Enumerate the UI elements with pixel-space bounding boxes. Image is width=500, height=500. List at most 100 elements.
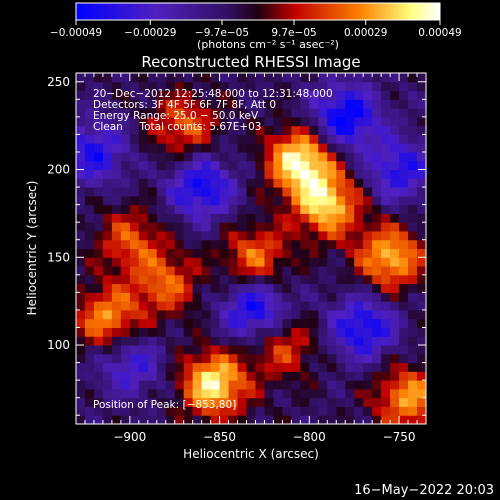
heatmap-cell xyxy=(327,178,337,188)
heatmap-cell xyxy=(111,327,122,337)
heatmap-cell xyxy=(219,239,230,249)
heatmap-cell xyxy=(309,345,319,355)
heatmap-cell xyxy=(120,230,131,241)
heatmap-cell xyxy=(111,380,122,390)
heatmap-cell xyxy=(300,301,310,311)
heatmap-cell xyxy=(237,125,248,135)
heatmap-cell xyxy=(291,380,301,390)
heatmap-cell xyxy=(336,187,346,197)
heatmap-cell xyxy=(192,230,203,241)
heatmap-cell xyxy=(336,239,346,249)
heatmap-cell xyxy=(246,187,256,197)
heatmap-cell xyxy=(255,204,265,214)
heatmap-cell xyxy=(408,406,418,416)
heatmap-cell xyxy=(291,81,301,92)
heatmap-cell xyxy=(201,371,212,381)
heatmap-cell xyxy=(408,160,418,171)
heatmap-cell xyxy=(246,257,256,267)
heatmap-cell xyxy=(300,257,310,267)
heatmap-cell xyxy=(228,274,239,285)
heatmap-cell xyxy=(372,292,382,302)
heatmap-cell xyxy=(327,222,337,232)
heatmap-cell xyxy=(264,257,274,267)
heatmap-cell xyxy=(111,213,122,223)
heatmap-cell xyxy=(363,108,373,118)
heatmap-cell xyxy=(76,318,86,328)
heatmap-cell xyxy=(300,397,310,407)
heatmap-cell xyxy=(291,90,301,100)
heatmap-cell xyxy=(102,125,113,135)
heatmap-cell xyxy=(345,257,355,267)
heatmap-cell xyxy=(219,90,230,100)
heatmap-cell xyxy=(336,169,346,179)
heatmap-cell xyxy=(174,274,185,285)
heatmap-cell xyxy=(255,81,265,92)
heatmap-cell xyxy=(354,371,364,381)
heatmap-cell xyxy=(327,292,337,302)
heatmap-cell xyxy=(318,248,328,258)
heatmap-cell xyxy=(372,274,382,285)
heatmap-cell xyxy=(201,283,212,293)
heatmap-cell xyxy=(372,406,382,416)
heatmap-cell xyxy=(201,178,212,188)
heatmap-cell xyxy=(156,195,167,206)
heatmap-cell xyxy=(345,230,355,241)
heatmap-cell xyxy=(76,388,86,399)
heatmap-cell xyxy=(228,336,239,346)
heatmap-cell xyxy=(345,327,355,337)
heatmap-cell xyxy=(390,99,400,109)
heatmap-cell xyxy=(156,406,167,416)
heatmap-cell xyxy=(327,99,337,109)
heatmap-cell xyxy=(147,371,158,381)
heatmap-cell xyxy=(309,266,319,276)
heatmap-cell xyxy=(363,125,373,135)
heatmap-cell xyxy=(183,388,194,399)
heatmap-cell xyxy=(219,336,230,346)
heatmap-cell xyxy=(84,99,95,109)
heatmap-cell xyxy=(165,257,176,267)
heatmap-cell xyxy=(417,301,426,311)
heatmap-cell xyxy=(282,388,292,399)
heatmap-cell xyxy=(237,99,248,109)
heatmap-cell xyxy=(237,81,248,92)
heatmap-cell xyxy=(129,125,140,135)
heatmap-cell xyxy=(363,318,373,328)
heatmap-cell xyxy=(165,99,176,109)
heatmap-cell xyxy=(390,362,400,372)
heatmap-cell xyxy=(381,169,391,179)
heatmap-cell xyxy=(417,90,426,100)
heatmap-cell xyxy=(156,362,167,372)
heatmap-cell xyxy=(381,81,391,92)
heatmap-cell xyxy=(381,266,391,276)
heatmap-cell xyxy=(291,406,301,416)
heatmap-cell xyxy=(390,380,400,390)
heatmap-cell xyxy=(84,397,95,407)
heatmap-cell xyxy=(76,239,86,249)
heatmap-cell xyxy=(228,266,239,276)
heatmap-cell xyxy=(309,336,319,346)
heatmap-cell xyxy=(93,371,104,381)
heatmap-cell xyxy=(228,143,239,153)
heatmap-cell xyxy=(381,318,391,328)
heatmap-cell xyxy=(76,169,86,179)
heatmap-cell xyxy=(264,362,274,372)
heatmap-cell xyxy=(102,222,113,232)
heatmap-cell xyxy=(318,336,328,346)
heatmap-cell xyxy=(228,134,239,144)
heatmap-cell xyxy=(372,362,382,372)
heatmap-cell xyxy=(147,257,158,267)
heatmap-cell xyxy=(390,283,400,293)
heatmap-cell xyxy=(354,257,364,267)
heatmap-cell xyxy=(336,222,346,232)
heatmap-cell xyxy=(417,406,426,416)
heatmap-cell xyxy=(255,222,265,232)
heatmap-cell xyxy=(84,151,95,162)
heatmap-cell xyxy=(165,125,176,135)
colorbar-tick-label: −9.7e−05 xyxy=(195,27,249,39)
heatmap-cell xyxy=(129,143,140,153)
heatmap-cell xyxy=(372,388,382,399)
heatmap-cell xyxy=(210,213,221,223)
heatmap-cell xyxy=(345,195,355,206)
heatmap-cell xyxy=(417,81,426,92)
heatmap-cell xyxy=(327,327,337,337)
